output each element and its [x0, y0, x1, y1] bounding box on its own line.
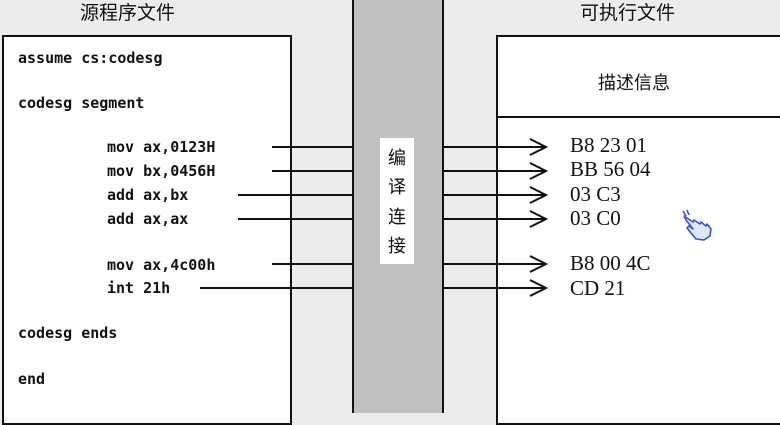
arrow-out-3-head — [529, 186, 549, 204]
machine-code-1: B8 23 01 — [570, 133, 648, 157]
center-char-3: 连 — [388, 206, 406, 228]
machine-code-6: CD 21 — [570, 276, 626, 300]
code-line-assume: assume cs:codesg — [18, 49, 163, 67]
code-line-ends: codesg ends — [18, 324, 118, 342]
machine-code-2: BB 56 04 — [570, 157, 651, 181]
center-char-2: 译 — [388, 177, 406, 199]
code-line-end: end — [18, 370, 46, 388]
source-file-title: 源程序文件 — [80, 2, 176, 24]
arrow-out-1-head — [529, 138, 549, 156]
code-instruction-3: add ax,bx — [107, 186, 189, 204]
hand-pointer-icon — [682, 209, 712, 241]
code-instruction-6: int 21h — [107, 279, 171, 297]
arrows-layer — [200, 138, 549, 297]
code-line-segment: codesg segment — [18, 94, 145, 112]
arrow-out-6-head — [529, 279, 549, 297]
machine-code-4: 03 C0 — [570, 206, 621, 230]
machine-code-3: 03 C3 — [570, 182, 621, 206]
code-instruction-5: mov ax,4c00h — [107, 256, 216, 274]
arrow-out-4-head — [529, 210, 549, 228]
center-char-1: 编 — [388, 147, 406, 169]
code-instruction-1: mov ax,0123H — [107, 138, 216, 156]
description-info-label: 描述信息 — [598, 73, 670, 94]
code-instruction-2: mov bx,0456H — [107, 162, 216, 180]
machine-code-5: B8 00 4C — [570, 251, 651, 275]
executable-file-title: 可执行文件 — [580, 2, 676, 24]
description-info-box: 描述信息 — [498, 37, 780, 118]
arrow-out-5-head — [529, 255, 549, 273]
compile-link-label: 编 译 连 接 — [380, 138, 414, 264]
arrow-out-2-head — [529, 162, 549, 180]
code-instruction-4: add ax,ax — [107, 210, 189, 228]
center-char-4: 接 — [388, 236, 406, 258]
source-file-panel — [2, 35, 292, 425]
